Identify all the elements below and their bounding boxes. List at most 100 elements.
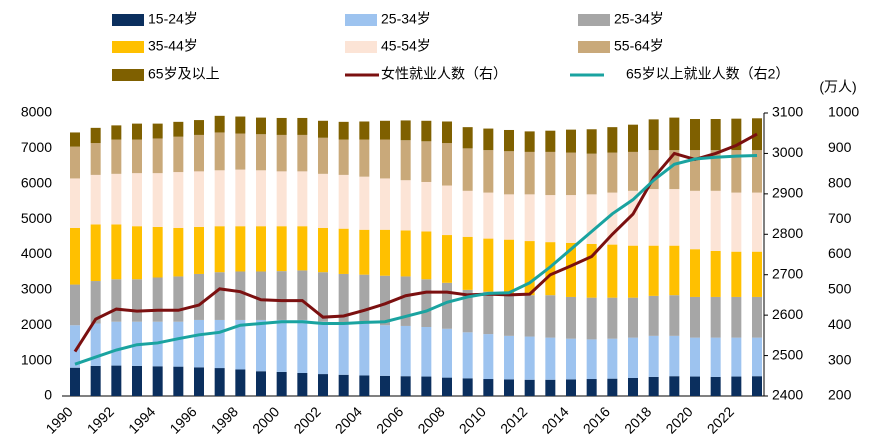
x-tick-label: 2002 — [290, 403, 323, 436]
bar-segment — [111, 224, 122, 280]
bar-segment — [690, 150, 700, 191]
bar-segment — [400, 276, 411, 326]
bar-segment — [524, 379, 535, 396]
bar-segment — [566, 129, 576, 153]
bar-segment — [380, 139, 390, 179]
bar-segment — [256, 134, 266, 171]
bar-segment — [152, 173, 163, 227]
bar-segment — [566, 379, 576, 396]
bar-segment — [504, 151, 514, 195]
bar-segment — [214, 115, 225, 133]
y-tick-label: 4000 — [21, 245, 52, 261]
bar-segment — [297, 117, 308, 135]
y2-tick-label: 2600 — [772, 306, 803, 322]
bar-segment — [710, 250, 721, 297]
bar-segment — [214, 368, 225, 396]
bar-segment — [338, 139, 349, 175]
bar-segment — [483, 238, 494, 292]
legend-swatch — [345, 41, 377, 53]
bar-segment — [710, 296, 721, 338]
bar-segment — [607, 297, 618, 339]
bar-segment — [400, 180, 411, 231]
bar-segment — [483, 150, 494, 193]
bar-segment — [297, 171, 308, 227]
y3-tick-label: 300 — [828, 351, 852, 367]
line — [73, 132, 758, 353]
bar-segment — [545, 151, 556, 196]
bar-segment — [276, 134, 287, 172]
bar-segment — [400, 120, 411, 141]
bar-segment — [483, 192, 494, 239]
bar-segment — [235, 369, 246, 396]
bar-segment — [194, 171, 204, 227]
legend-swatch — [345, 14, 377, 26]
legend-swatch — [112, 14, 144, 26]
bar-segment — [173, 136, 184, 173]
bar-segment — [400, 376, 411, 396]
bar-segment — [111, 321, 122, 366]
bar-segment — [359, 274, 370, 324]
x-tick-label: 2010 — [456, 403, 489, 436]
legend-swatch — [112, 41, 144, 53]
bar-segment — [194, 120, 204, 135]
bar-segment — [421, 376, 432, 396]
bar-segment — [566, 338, 576, 380]
bar-segment — [607, 338, 618, 379]
legend-label: 65岁及以上 — [148, 66, 220, 82]
bar-segment — [70, 132, 80, 147]
bar-segment — [628, 190, 638, 246]
x-tick-label: 1994 — [125, 403, 158, 436]
bar-segment — [669, 376, 680, 396]
x-tick-label: 2018 — [621, 403, 654, 436]
bar-segment — [214, 319, 225, 369]
bar-segment — [442, 121, 452, 144]
bar-segment — [607, 244, 618, 298]
bar-segment — [359, 229, 370, 275]
legend-swatch — [578, 41, 610, 53]
bar-segment — [442, 282, 452, 329]
bar-segment — [710, 337, 721, 377]
bar-segment — [70, 146, 80, 179]
bar-segment — [462, 148, 473, 191]
y-tick-label: 2000 — [21, 316, 52, 332]
bar-segment — [214, 272, 225, 320]
bar-segment — [710, 150, 721, 191]
bar-segment — [235, 271, 246, 320]
bar-segment — [566, 296, 576, 339]
y3-axis-label: (万人) — [819, 79, 856, 95]
bar-segment — [318, 374, 328, 396]
bar-segment — [256, 371, 266, 396]
bar-segment — [628, 124, 638, 152]
legend-label: 35-44岁 — [148, 38, 198, 54]
bar-segment — [276, 271, 287, 320]
bar-segment — [545, 295, 556, 338]
bar-segment — [690, 376, 700, 396]
bar-segment — [380, 178, 390, 230]
bar-segment — [628, 151, 638, 191]
y3-tick-label: 200 — [828, 387, 852, 403]
bar-segment — [462, 378, 473, 396]
y2-tick-label: 2400 — [772, 387, 803, 403]
bar-segment — [421, 141, 432, 182]
bar-segment — [359, 323, 370, 376]
bar-segment — [194, 273, 204, 320]
bar-segment — [194, 367, 204, 396]
bar-segment — [256, 319, 266, 372]
bar-segment — [318, 321, 328, 375]
bar-segment — [524, 194, 535, 242]
bar-segment — [256, 271, 266, 320]
bar-segment — [235, 226, 246, 272]
y-tick-label: 6000 — [21, 174, 52, 190]
bar-segment — [462, 190, 473, 237]
legend-swatch — [112, 69, 144, 81]
bar-segment — [256, 226, 266, 272]
bar-segment — [710, 376, 721, 396]
bar-segment — [586, 297, 597, 340]
bar-segment — [173, 366, 184, 396]
bar-segment — [628, 337, 638, 378]
bar-segment — [710, 190, 721, 251]
bar-segment — [669, 295, 680, 336]
bar-segment — [648, 295, 659, 336]
bar-segment — [731, 192, 742, 252]
bar-segment — [421, 327, 432, 377]
